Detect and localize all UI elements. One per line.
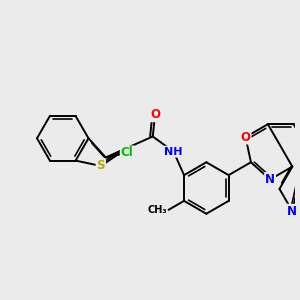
Text: N: N bbox=[287, 205, 297, 218]
Text: N: N bbox=[265, 173, 275, 186]
Text: CH₃: CH₃ bbox=[147, 205, 167, 215]
Text: NH: NH bbox=[164, 147, 183, 157]
Text: O: O bbox=[241, 130, 250, 144]
Text: S: S bbox=[97, 159, 105, 172]
Text: Cl: Cl bbox=[121, 146, 134, 159]
Text: O: O bbox=[150, 108, 160, 121]
